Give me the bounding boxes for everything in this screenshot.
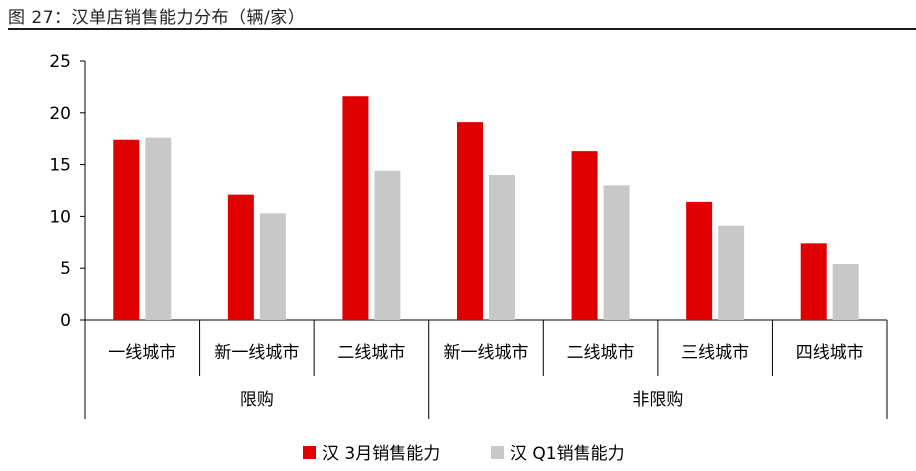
category-label: 新一线城市: [214, 343, 299, 363]
bar-q1: [259, 213, 286, 320]
y-tick-label: 5: [60, 259, 71, 279]
bar-march: [113, 139, 140, 320]
bars: [113, 96, 859, 321]
category-label: 三线城市: [681, 343, 749, 363]
bar-march: [571, 151, 598, 320]
bar-march: [800, 243, 827, 320]
legend-label: 汉 Q1销售能力: [510, 444, 625, 464]
legend-swatch: [303, 446, 316, 459]
bar-march: [342, 96, 369, 320]
y-tick-label: 0: [60, 311, 71, 331]
group-label: 非限购: [632, 390, 683, 410]
legend-label: 汉 3月销售能力: [322, 444, 440, 464]
category-label: 四线城市: [796, 343, 864, 363]
group-label: 限购: [240, 390, 274, 410]
y-tick-label: 25: [49, 52, 71, 72]
chart-title: 图 27：汉单店销售能力分布（辆/家）: [8, 8, 306, 28]
bar-march: [686, 201, 713, 320]
category-label: 新一线城市: [444, 343, 529, 363]
y-tick-label: 20: [49, 104, 71, 124]
bar-q1: [489, 174, 515, 320]
y-tick-label: 10: [49, 207, 71, 227]
category-label: 二线城市: [337, 343, 405, 363]
legend-swatch: [491, 446, 504, 459]
legend: 汉 3月销售能力 汉 Q1销售能力: [303, 444, 625, 464]
bar-q1: [374, 170, 401, 320]
y-tick-label: 15: [49, 156, 71, 176]
category-label: 一线城市: [108, 343, 176, 363]
bar-q1: [603, 185, 630, 320]
bar-march: [227, 194, 254, 320]
title-rule: [8, 28, 916, 30]
category-label: 二线城市: [567, 343, 635, 363]
bar-q1: [145, 137, 172, 320]
bar-q1: [718, 225, 745, 320]
axes: 0 5 10 15 20 25: [49, 52, 888, 419]
bar-q1: [832, 264, 859, 320]
bar-march: [457, 122, 483, 321]
